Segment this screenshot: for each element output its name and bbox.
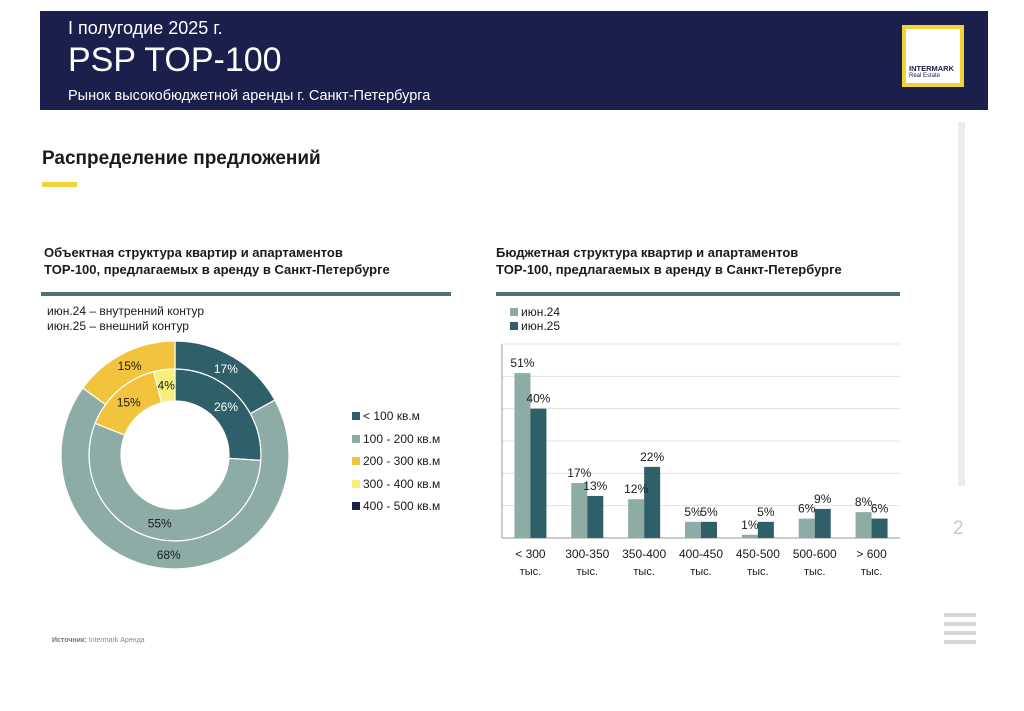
bar-value-label-1-6: 6% [871, 502, 889, 516]
report-subtitle: Рынок высокобюджетной аренды г. Санкт-Пе… [68, 88, 431, 104]
menu-icon[interactable] [944, 613, 976, 645]
page-number: 2 [953, 518, 964, 539]
bar-title-line2: TOP-100, предлагаемых в аренду в Санкт-П… [496, 262, 842, 277]
logo-line1: INTERMARK [909, 64, 954, 73]
bar-value-label-0-1: 17% [567, 466, 591, 480]
bar-value-label-1-4: 5% [757, 505, 775, 519]
source-label: Источник: [52, 637, 87, 644]
bar-value-label-0-0: 51% [510, 356, 534, 370]
bar-0-5 [798, 518, 815, 538]
x-tick-unit-6: тыс. [861, 566, 883, 578]
bar-value-label-1-0: 40% [526, 392, 550, 406]
bar-1-6 [871, 518, 888, 538]
x-tick-unit-5: тыс. [804, 566, 826, 578]
bar-value-label-1-1: 13% [583, 479, 607, 493]
bar-0-2 [628, 499, 645, 538]
bar-value-label-0-4: 1% [741, 518, 759, 532]
legend-label: 100 - 200 кв.м [363, 431, 441, 446]
x-tick-unit-2: тыс. [633, 566, 655, 578]
source-text: Intermark Аренда [88, 637, 145, 644]
x-tick-label-1: 300-350 [565, 547, 609, 561]
legend-swatch [352, 434, 360, 443]
side-scroll-bar [958, 122, 965, 486]
bar-1-0 [530, 408, 547, 538]
source-note: Источник: Intermark Аренда [52, 637, 145, 644]
donut-label-inner-1: 55% [148, 516, 172, 530]
legend-label: июн.25 [521, 319, 561, 333]
x-tick-unit-3: тыс. [690, 566, 712, 578]
donut-label-inner-3: 4% [158, 379, 176, 393]
donut-label-outer-0: 17% [214, 362, 238, 376]
note-outer-ring: июн.25 – внешний контур [47, 319, 189, 333]
donut-label-inner-2: 15% [117, 395, 141, 409]
bar-value-label-1-3: 5% [700, 505, 718, 519]
bar-0-1 [571, 483, 588, 538]
bar-chart: 51%40%17%13% 12%22%5%5%1%5% 6%9% 8%6% < 300… [501, 343, 900, 578]
donut-title-line2: TOP-100, предлагаемых в аренду в Санкт-П… [44, 262, 390, 277]
donut-ring-note: июн.24 – внутренний контур июн.25 – внеш… [47, 304, 204, 334]
legend-swatch [510, 308, 518, 316]
bar-value-label-0-2: 12% [624, 482, 648, 496]
legend-label: 400 - 500 кв.м [363, 499, 441, 513]
logo-line2: Real Estate [909, 73, 941, 79]
donut-chart: 26% 55% 15% 4% 17% 68% 15% [60, 340, 290, 570]
bar-1-4 [757, 521, 774, 538]
donut-title-rule [41, 292, 451, 296]
bar-1-1 [587, 495, 604, 538]
bar-value-label-0-5: 6% [798, 502, 816, 516]
bar-chart-title: Бюджетная структура квартир и апартамент… [496, 244, 842, 278]
legend-swatch [352, 457, 360, 465]
bar-value-label-1-2: 22% [640, 450, 664, 464]
x-tick-label-5: 500-600 [793, 547, 837, 561]
bar-title-line1: Бюджетная структура квартир и апартамент… [496, 245, 799, 260]
legend-swatch [352, 479, 360, 488]
note-inner-ring: июн.24 – внутренний контур [47, 304, 205, 318]
legend-swatch [510, 322, 518, 330]
legend-label: июн.24 [521, 305, 561, 319]
legend-label: 200 - 300 кв.м [363, 454, 441, 468]
donut-label-outer-1: 68% [157, 548, 181, 562]
donut-label-outer-2: 15% [118, 359, 142, 373]
x-tick-label-2: 350-400 [622, 547, 666, 561]
donut-title-line1: Объектная структура квартир и апартамент… [44, 245, 343, 260]
bar-value-label-1-5: 9% [814, 492, 832, 506]
legend-swatch [352, 502, 360, 510]
bar-value-label-0-3: 5% [684, 505, 702, 519]
x-tick-unit-1: тыс. [577, 566, 599, 578]
header-banner: I полугодие 2025 г. PSP TOP-100 Рынок вы… [40, 11, 988, 110]
bar-1-3 [701, 521, 717, 538]
x-tick-label-4: 450-500 [736, 547, 780, 561]
x-tick-label-0: < 300 [515, 547, 546, 561]
x-tick-unit-4: тыс. [747, 566, 769, 578]
bar-title-rule [496, 292, 900, 296]
bar-0-4 [741, 534, 758, 538]
legend-label: < 100 кв.м [363, 409, 420, 423]
legend-label: 300 - 400 кв.м [363, 476, 441, 491]
bar-1-5 [814, 508, 831, 538]
x-tick-unit-0: тыс. [520, 566, 542, 578]
intermark-logo: INTERMARK Real Estate [902, 25, 964, 87]
bar-0-3 [685, 521, 701, 538]
bar-value-label-0-6: 8% [855, 495, 873, 509]
bar-0-6 [855, 512, 872, 538]
report-title: PSP TOP-100 [68, 41, 282, 79]
donut-chart-title: Объектная структура квартир и апартамент… [44, 244, 390, 278]
x-tick-label-3: 400-450 [679, 547, 723, 561]
title-accent-line [42, 182, 77, 187]
donut-slice-outer-1 [60, 387, 290, 570]
legend-swatch [352, 412, 360, 420]
bar-0-0 [514, 373, 531, 538]
report-period: I полугодие 2025 г. [68, 18, 223, 38]
donut-slice-outer-2 [81, 340, 176, 406]
bar-1-2 [644, 466, 661, 538]
donut-label-inner-0: 26% [214, 400, 238, 414]
page-title: Распределение предложений [42, 148, 321, 169]
x-tick-label-6: > 600 [856, 547, 887, 561]
